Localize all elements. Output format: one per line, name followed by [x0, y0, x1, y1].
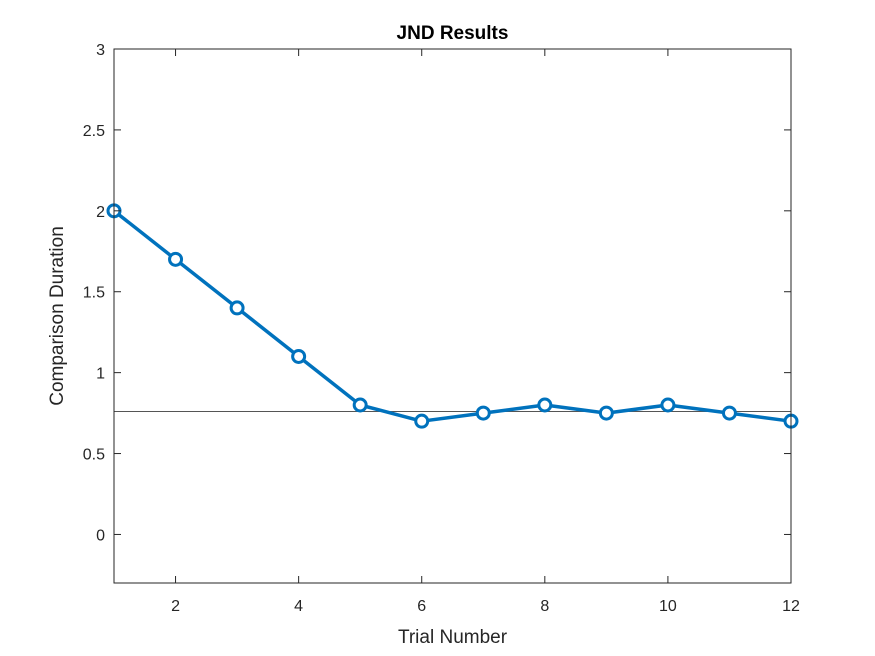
plot-frame — [113, 48, 792, 584]
x-tick-label: 10 — [659, 598, 677, 615]
y-tick-label: 2.5 — [83, 123, 105, 140]
y-tick-label: 0.5 — [83, 447, 105, 464]
plot-area — [114, 49, 791, 583]
y-tick-label: 3 — [96, 42, 105, 59]
data-point-marker — [168, 251, 184, 267]
data-point-marker — [660, 397, 676, 413]
y-tick-label: 2 — [96, 204, 105, 221]
data-point-marker — [352, 397, 368, 413]
data-point-marker — [721, 405, 737, 421]
data-point-marker — [291, 348, 307, 364]
data-point-marker — [414, 413, 430, 429]
y-tick-label: 1 — [96, 366, 105, 383]
y-axis-label: Comparison Duration — [47, 226, 68, 406]
x-tick-label: 2 — [171, 598, 180, 615]
data-point-marker — [475, 405, 491, 421]
series-line — [112, 209, 793, 423]
data-point-marker — [537, 397, 553, 413]
data-point-marker — [229, 300, 245, 316]
data-point-marker — [598, 405, 614, 421]
x-tick-label: 8 — [540, 598, 549, 615]
chart-title: JND Results — [397, 23, 509, 44]
x-tick-label: 4 — [294, 598, 303, 615]
tick-layer: 2 4 6 8 10 12 0 0.5 1 1.5 2 2.5 3 — [83, 42, 800, 615]
y-tick-label: 0 — [96, 527, 105, 544]
x-tick-label: 12 — [782, 598, 800, 615]
x-tick-label: 6 — [417, 598, 426, 615]
y-tick-label: 1.5 — [83, 285, 105, 302]
x-axis-label: Trial Number — [398, 627, 508, 648]
